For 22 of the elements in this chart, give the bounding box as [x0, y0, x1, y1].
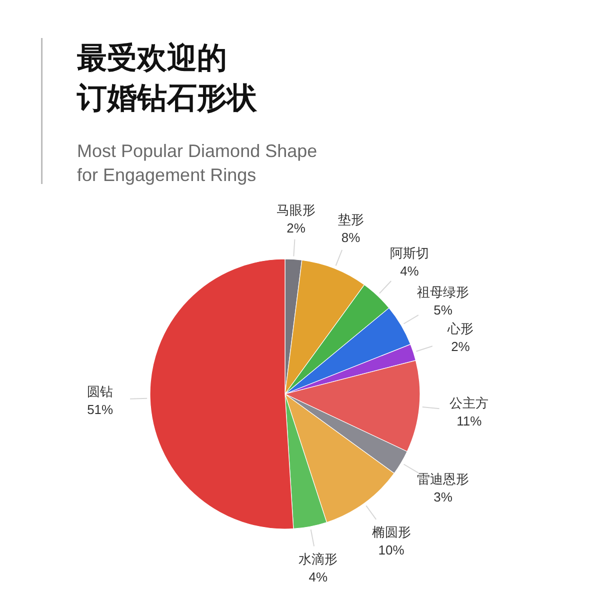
data-label: 2%: [286, 220, 306, 236]
slice-label: 心形: [446, 320, 474, 336]
data-label: 11%: [456, 413, 482, 428]
slice-label: 阿斯切: [390, 245, 429, 260]
data-label: 8%: [341, 230, 361, 245]
data-label: 10%: [378, 542, 405, 558]
slice-label: 圆钻: [87, 384, 114, 399]
slice-label: 雷迪恩形: [417, 471, 470, 486]
data-label: 4%: [400, 263, 420, 278]
slice-label: 垫形: [338, 212, 364, 227]
slice-label: 水滴形: [298, 552, 338, 567]
data-label: 4%: [308, 570, 328, 585]
chart-subtitle: Most Popular Diamond Shape for Engagement Rings: [77, 141, 318, 185]
data-label: 3%: [434, 489, 453, 504]
slice-label: 祖母绿形: [417, 284, 470, 300]
slice-label: 公主方: [450, 395, 489, 410]
slice-label: 马眼形: [276, 202, 316, 218]
chart-title: 最受欢迎的订婚钻石形状: [76, 41, 258, 115]
data-label: 51%: [87, 402, 114, 417]
slice-label: 椭圆形: [372, 524, 411, 540]
data-label: 2%: [451, 338, 470, 354]
data-label: 5%: [434, 302, 453, 318]
